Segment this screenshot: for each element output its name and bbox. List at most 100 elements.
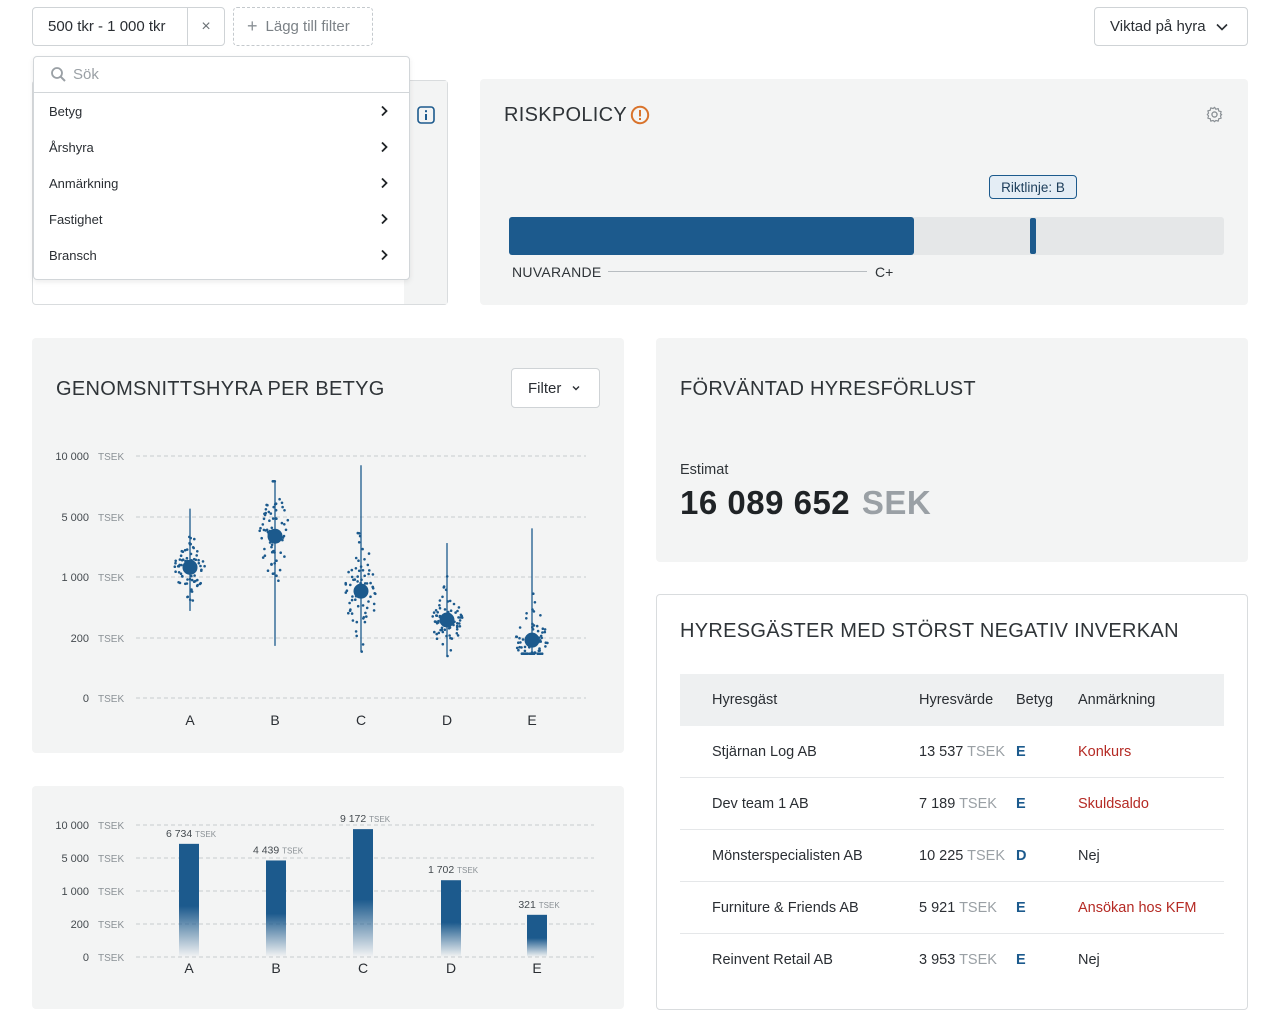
data-point-b: [280, 521, 284, 525]
data-point-d: [454, 611, 457, 614]
tenant-remark: Nej: [1078, 952, 1100, 968]
data-point-d: [431, 615, 435, 618]
tenant-value-cell: 3 953 TSEK: [919, 952, 997, 968]
data-point-a: [196, 578, 199, 582]
data-point-d: [457, 606, 461, 609]
data-point-c: [365, 615, 368, 618]
active-filter-label[interactable]: 500 tkr - 1 000 tkr: [33, 8, 188, 45]
x-tick-label: A: [185, 712, 195, 728]
filter-button-label: Filter: [528, 379, 562, 397]
tenant-value: 3 953: [919, 952, 956, 968]
column-header-value[interactable]: Hyresvärde: [919, 692, 994, 708]
data-point-c: [348, 601, 351, 605]
dropdown-item-anmarkning[interactable]: Anmärkning: [34, 165, 409, 201]
bar-card: 10 000 TSEK 5 000 TSEK 1 000 TSEK 200 TSEK 0 TSEK…: [32, 786, 624, 1009]
table-row[interactable]: Dev team 1 AB 7 189 TSEK E Skuldsaldo: [680, 778, 1224, 830]
data-point-c: [350, 568, 354, 572]
guideline-tag: Riktlinje: B: [989, 175, 1077, 199]
data-point-a: [186, 578, 189, 581]
data-point-a: [179, 572, 183, 575]
data-point-a: [190, 578, 194, 582]
data-point-e: [531, 625, 534, 629]
data-point-b: [261, 556, 265, 559]
column-header-remark[interactable]: Anmärkning: [1078, 692, 1156, 708]
data-point-b: [259, 526, 262, 530]
data-point-a: [203, 564, 206, 568]
data-point-b: [271, 550, 275, 553]
estimate-value: 16 089 652: [680, 484, 851, 521]
data-point-b: [273, 572, 276, 575]
data-point-a: [186, 595, 189, 599]
data-point-c: [357, 541, 361, 544]
data-point-e: [526, 652, 529, 655]
data-point-e: [518, 645, 521, 649]
weighting-select[interactable]: Viktad på hyra: [1094, 7, 1248, 46]
data-point-d: [441, 642, 445, 646]
data-point-d: [455, 628, 459, 631]
column-header-grade[interactable]: Betyg: [1016, 692, 1054, 708]
add-filter-button[interactable]: + Lägg till filter: [233, 7, 373, 46]
table-row[interactable]: Reinvent Retail AB 3 953 TSEK E Nej: [680, 934, 1224, 986]
data-point-c: [372, 609, 376, 612]
table-row[interactable]: Mönsterspecialisten AB 10 225 TSEK D Nej: [680, 830, 1224, 882]
tenant-grade: D: [1016, 848, 1027, 864]
data-point-d: [433, 630, 436, 634]
plus-icon: +: [247, 16, 258, 36]
add-filter-label: Lägg till filter: [265, 18, 350, 35]
data-point-a: [194, 579, 197, 583]
y-tick-label: 200: [71, 919, 89, 931]
tenant-name: Stjärnan Log AB: [712, 744, 817, 760]
data-point-b: [277, 579, 280, 582]
gear-icon[interactable]: [1206, 106, 1223, 123]
tenant-value-unit: TSEK: [967, 744, 1006, 760]
data-point-b: [283, 523, 286, 526]
data-point-b: [267, 510, 271, 514]
riskpolicy-card: RISKPOLICY Riktlinje: B NUVARANDE C+: [480, 79, 1248, 305]
data-point-d: [457, 616, 460, 619]
data-point-c: [364, 611, 367, 615]
data-point-c: [363, 582, 367, 585]
data-point-a: [193, 537, 196, 541]
y-tick-label: 1 000: [61, 886, 89, 898]
scatter-chart: 10 000 TSEK 5 000 TSEK 1 000 TSEK 200 TSEK 0 TSEK…: [55, 451, 586, 728]
y-tick-unit: TSEK: [98, 887, 124, 898]
data-point-e: [520, 646, 523, 649]
data-point-b: [266, 503, 269, 507]
tenant-name: Dev team 1 AB: [712, 796, 809, 812]
data-point-b: [264, 508, 268, 511]
data-point-d: [440, 626, 444, 630]
filter-button[interactable]: Filter: [511, 368, 600, 408]
data-label: 1 702 TSEK: [428, 864, 479, 876]
table-row[interactable]: Furniture & Friends AB 5 921 TSEK E Ansö…: [680, 882, 1224, 934]
data-point-c: [361, 547, 364, 551]
y-tick-unit: TSEK: [98, 854, 124, 865]
data-point-d: [445, 634, 448, 638]
dropdown-item-arshyra[interactable]: Årshyra: [34, 129, 409, 165]
data-label: 9 172 TSEK: [340, 813, 391, 825]
dropdown-search-input[interactable]: [73, 66, 373, 83]
data-point-d: [441, 630, 445, 634]
loss-title: FÖRVÄNTAD HYRESFÖRLUST: [680, 378, 976, 400]
data-point-c: [354, 567, 358, 570]
table-row[interactable]: Stjärnan Log AB 13 537 TSEK E Konkurs: [680, 726, 1224, 778]
data-point-c: [371, 573, 375, 576]
data-point-c: [359, 565, 363, 568]
data-point-e: [521, 638, 525, 641]
data-point-d: [452, 602, 456, 606]
info-icon[interactable]: [417, 106, 435, 124]
data-point-b: [284, 528, 288, 532]
tenant-value-unit: TSEK: [959, 900, 997, 916]
dropdown-item-label: Årshyra: [49, 139, 94, 155]
clear-filter-button[interactable]: ×: [201, 17, 211, 35]
column-header-tenant[interactable]: Hyresgäst: [712, 692, 778, 708]
data-point-e: [541, 627, 545, 630]
data-point-e: [536, 629, 540, 633]
data-point-d: [446, 600, 450, 603]
data-point-c: [356, 531, 360, 535]
dropdown-item-betyg[interactable]: Betyg: [34, 93, 409, 129]
dropdown-item-bransch[interactable]: Bransch: [34, 237, 409, 273]
data-point-a: [183, 548, 187, 552]
tenant-value-cell: 7 189 TSEK: [919, 796, 997, 812]
dropdown-item-fastighet[interactable]: Fastighet: [34, 201, 409, 237]
data-point-c: [349, 583, 352, 587]
